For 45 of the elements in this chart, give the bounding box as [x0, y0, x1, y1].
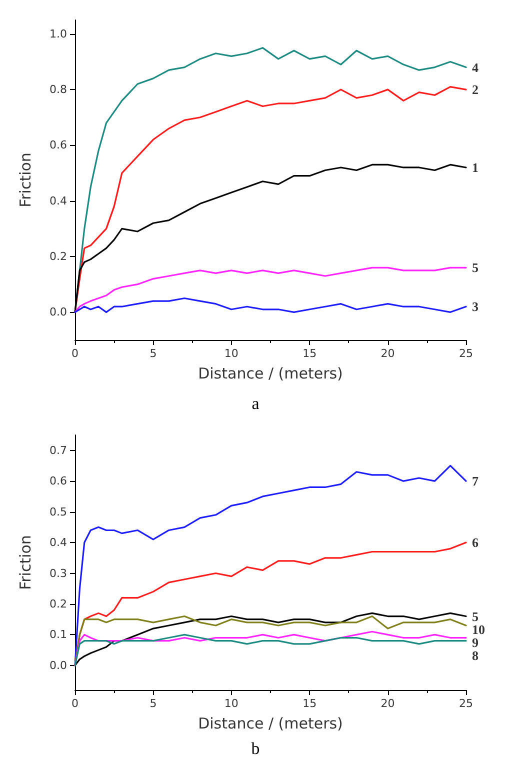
x-tick-label: 0 — [72, 347, 78, 360]
x-tick-label: 0 — [72, 697, 78, 710]
series-label: 7 — [472, 474, 479, 489]
y-tick-label: 0.3 — [50, 566, 67, 580]
y-tick-label: 1.0 — [50, 27, 67, 40]
series-label: 6 — [472, 535, 479, 550]
y-axis-title: Friction — [16, 535, 34, 590]
y-tick-label: 0.7 — [50, 444, 67, 457]
series-label: 1 — [472, 160, 478, 175]
y-tick-label: 0.4 — [50, 194, 67, 208]
y-tick-label: 0.5 — [50, 505, 67, 518]
y-tick-label: 0.0 — [50, 658, 67, 672]
series-label: 4 — [472, 60, 479, 75]
series-label: 10 — [472, 622, 485, 637]
series-label: 9 — [472, 634, 479, 650]
x-tick-label: 15 — [302, 347, 317, 360]
line-series — [74, 297, 467, 313]
y-tick-label: 0.6 — [50, 474, 67, 488]
x-tick-label: 15 — [302, 697, 317, 710]
text: a — [252, 394, 260, 413]
series-label: 5 — [472, 260, 479, 276]
x-tick-label: 20 — [380, 347, 395, 360]
x-tick-label: 5 — [150, 347, 157, 360]
y-axis-title: Friction — [16, 152, 34, 208]
y-tick-label: 0.4 — [50, 536, 67, 550]
x-tick-label: 25 — [459, 697, 473, 710]
series-label: 3 — [472, 299, 479, 314]
text: b — [251, 739, 260, 758]
series-label: 5 — [472, 608, 479, 624]
x-axis-title: Distance / (meters) — [198, 714, 343, 732]
y-tick-label: 0.2 — [50, 597, 67, 610]
y-tick-label: 0.6 — [50, 138, 67, 152]
x-tick-label: 10 — [224, 347, 238, 360]
y-tick-label: 0.8 — [50, 83, 67, 96]
line-series — [74, 266, 467, 313]
y-tick-label: 0.1 — [50, 628, 67, 642]
x-tick-label: 5 — [150, 697, 157, 710]
series-label: 2 — [472, 82, 478, 98]
x-tick-label: 25 — [459, 347, 473, 360]
x-axis-title: Distance / (meters) — [198, 364, 343, 382]
x-tick-label: 10 — [224, 697, 238, 710]
x-tick-label: 20 — [380, 697, 395, 710]
y-tick-label: 0.2 — [50, 250, 67, 264]
series-label: 8 — [472, 648, 479, 663]
y-tick-label: 0.0 — [50, 306, 67, 319]
